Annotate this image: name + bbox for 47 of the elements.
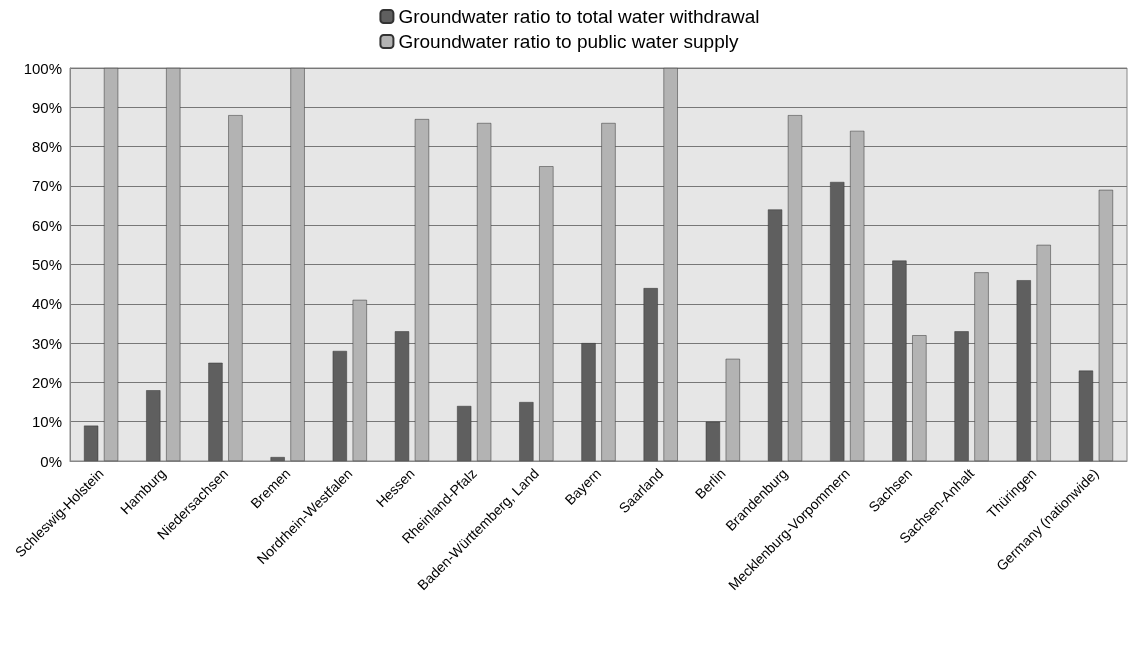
- bar: [581, 343, 596, 461]
- legend-label: Groundwater ratio to public water supply: [398, 31, 739, 52]
- bar: [787, 115, 803, 461]
- bar: [83, 425, 99, 461]
- bar: [352, 299, 367, 461]
- y-tick-label: 80%: [31, 138, 62, 156]
- bar: [663, 68, 678, 461]
- bar: [1078, 370, 1094, 461]
- bar: [103, 68, 119, 461]
- bar: [166, 68, 181, 461]
- y-tick-label: 70%: [31, 177, 62, 195]
- y-tick-label: 60%: [31, 216, 62, 234]
- bar: [1016, 280, 1031, 461]
- bar: [290, 68, 305, 461]
- y-tick-label: 40%: [31, 295, 62, 313]
- y-tick-label: 10%: [31, 413, 62, 431]
- bar: [850, 130, 865, 461]
- bar: [270, 457, 285, 461]
- bar: [394, 331, 410, 461]
- bar: [1098, 189, 1114, 461]
- bar: [539, 166, 554, 461]
- y-tick-label: 90%: [31, 98, 62, 116]
- bar: [414, 119, 430, 461]
- bar: [892, 260, 907, 461]
- bar: [974, 272, 989, 461]
- y-tick-label: 30%: [31, 334, 62, 352]
- bar: [519, 402, 534, 461]
- bar: [457, 405, 472, 461]
- bar: [830, 181, 845, 461]
- bar: [1036, 244, 1051, 461]
- legend-label: Groundwater ratio to total water withdrawal: [398, 6, 760, 27]
- bar: [725, 358, 740, 461]
- y-tick-label: 0%: [40, 452, 62, 470]
- bar: [228, 115, 243, 461]
- bar: [208, 362, 223, 461]
- bar: [912, 335, 927, 461]
- bar: [146, 390, 161, 461]
- bar: [954, 331, 969, 461]
- bar: [332, 350, 347, 461]
- bar: [767, 209, 783, 461]
- bar: [705, 421, 720, 461]
- bar: [477, 123, 492, 461]
- bar: [643, 288, 658, 461]
- y-tick-label: 20%: [31, 373, 62, 391]
- bar: [601, 123, 616, 461]
- y-tick-label: 50%: [31, 256, 62, 273]
- y-tick-label: 100%: [23, 59, 62, 77]
